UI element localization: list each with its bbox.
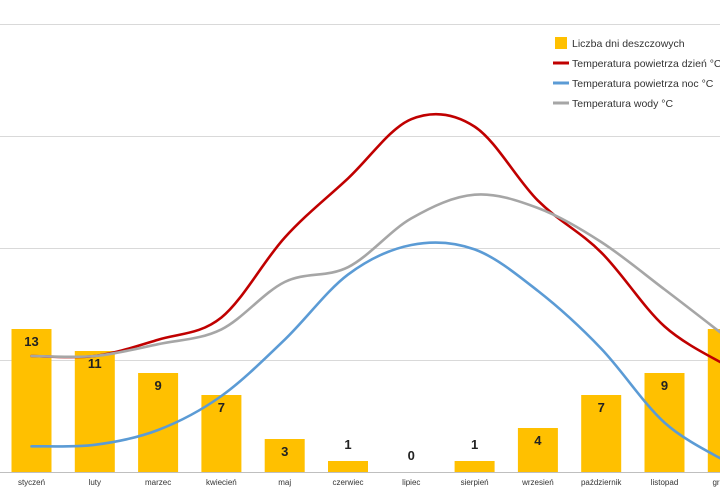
legend-label: Temperatura wody °C xyxy=(572,98,673,110)
x-tick-label: maj xyxy=(278,478,291,487)
x-tick-label: październik xyxy=(581,478,622,487)
rain-days-bars xyxy=(11,329,720,472)
bar-value-label: 11 xyxy=(88,356,102,371)
bar-luty xyxy=(74,351,115,472)
bar-maj xyxy=(264,439,305,472)
legend-label: Temperatura powietrza noc °C xyxy=(572,78,714,90)
x-axis-ticks: styczeń luty marzec kwiecień maj czerwiec lipi… xyxy=(18,478,720,487)
series-line-2 xyxy=(30,241,720,460)
x-tick-label: luty xyxy=(89,478,101,487)
x-tick-label: czerwiec xyxy=(332,478,363,487)
legend-label: Liczba dni deszczowych xyxy=(572,38,685,50)
temperature-lines xyxy=(30,112,720,460)
bar-value-label: 0 xyxy=(408,448,415,463)
x-tick-label: grudzień xyxy=(712,478,720,487)
bar-value-label: 7 xyxy=(218,400,225,415)
bar-value-label: 13 xyxy=(24,334,38,349)
bar-styczeń xyxy=(11,329,52,472)
bar-value-label: 1 xyxy=(344,437,351,452)
legend-swatch xyxy=(555,37,567,49)
x-tick-label: wrzesień xyxy=(521,478,554,487)
series-line-1 xyxy=(30,112,720,364)
bar-październik xyxy=(581,395,622,472)
x-tick-label: marzec xyxy=(145,478,171,487)
bar-marzec xyxy=(138,373,179,472)
bar-czerwiec xyxy=(328,461,368,472)
series-line-3 xyxy=(30,193,720,359)
bar-value-label: 9 xyxy=(154,378,161,393)
bar-sierpień xyxy=(454,461,495,472)
x-tick-label: kwiecień xyxy=(206,478,237,487)
x-tick-label: sierpień xyxy=(461,478,489,487)
bar-value-label: 7 xyxy=(598,400,605,415)
bar-value-label: 4 xyxy=(534,433,542,448)
x-tick-label: styczeń xyxy=(18,478,45,487)
bar-wrzesień xyxy=(517,428,558,472)
rain-days-labels: 131197310147913 xyxy=(24,334,668,463)
bar-value-label: 9 xyxy=(661,378,668,393)
bar-grudzień xyxy=(707,329,720,472)
x-tick-label: listopad xyxy=(651,478,679,487)
gridlines xyxy=(0,24,720,473)
bar-value-label: 1 xyxy=(471,437,478,452)
bar-value-label: 3 xyxy=(281,444,288,459)
legend: Liczba dni deszczowych Temperatura powiet… xyxy=(553,37,720,110)
legend-label: Temperatura powietrza dzień °C xyxy=(572,58,720,70)
x-tick-label: lipiec xyxy=(402,478,420,487)
bar-kwiecień xyxy=(201,395,242,472)
